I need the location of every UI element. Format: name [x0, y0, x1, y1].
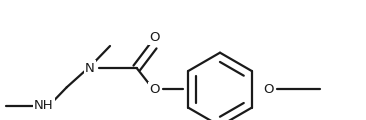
Text: O: O	[149, 31, 159, 44]
Text: NH: NH	[34, 99, 54, 112]
Text: O: O	[149, 83, 159, 96]
Text: O: O	[263, 83, 273, 96]
Text: N: N	[85, 61, 95, 75]
